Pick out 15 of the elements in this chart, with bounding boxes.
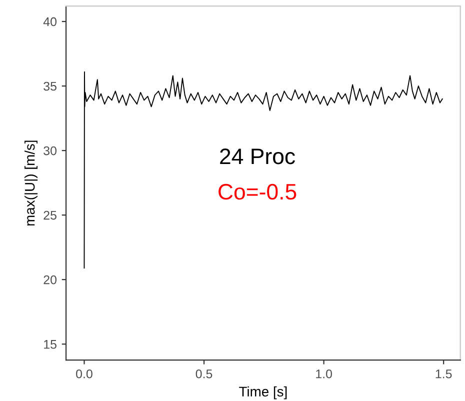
- y-tick-label: 25: [44, 210, 56, 220]
- x-tick-label: 0.5: [196, 369, 212, 378]
- y-tick-label: 15: [44, 340, 56, 349]
- annotation: 24 Proc: [220, 148, 295, 164]
- y-axis-title: max(|U|) [m/s]: [24, 140, 38, 226]
- y-tick-label: 40: [43, 17, 57, 26]
- annotation: Co=-0.5: [218, 184, 296, 200]
- x-tick-label: 0.0: [76, 369, 92, 378]
- y-tick-label: 30: [44, 146, 57, 156]
- x-tick-label: 1.0: [316, 369, 332, 378]
- y-tick-label: 35: [44, 82, 56, 91]
- y-tick-label: 20: [44, 275, 57, 284]
- x-axis-title: Time [s]: [239, 386, 287, 400]
- x-tick-label: 1.5: [436, 370, 452, 378]
- line-series: [84, 71, 443, 268]
